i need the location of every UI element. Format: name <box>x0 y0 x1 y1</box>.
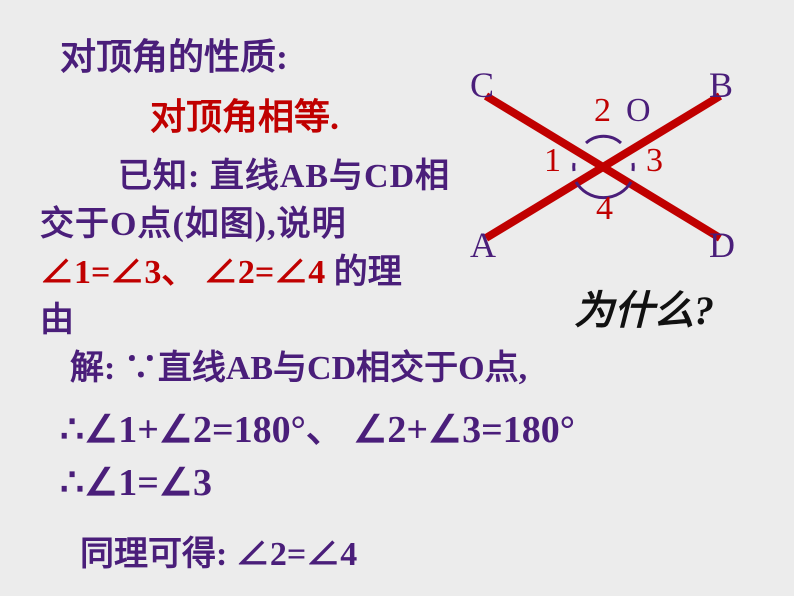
why-text: 为什么? <box>574 288 714 333</box>
solution-line-1: 解: ∵直线AB与CD相交于O点, <box>70 340 527 389</box>
subtitle-text: 对顶角相等. <box>150 97 339 137</box>
solution-line-3-text: ∴∠1=∠3 <box>60 462 212 504</box>
given-line-3: ∠1=∠3、 ∠2=∠4 的理 <box>40 244 402 293</box>
given-line-4-text: 由 <box>40 302 74 339</box>
given-line-3-part1: ∠1=∠3、 ∠2=∠4 <box>40 254 325 291</box>
solution-line-1-text: ∵直线AB与CD相交于O点, <box>124 350 527 387</box>
solution-line-3: ∴∠1=∠3 <box>60 460 212 505</box>
given-line-2-text: 交于O点(如图),说明 <box>40 206 347 243</box>
angle-2: 2 <box>594 92 611 130</box>
angle-3: 3 <box>646 142 663 180</box>
given-line-4: 由 <box>40 292 74 341</box>
solution-line-2-text: ∴∠1+∠2=180°、 ∠2+∠3=180° <box>60 409 575 451</box>
arc-2 <box>586 136 621 143</box>
solution-line-4: 同理可得: ∠2=∠4 <box>80 526 357 575</box>
title-text: 对顶角的性质: <box>60 37 288 77</box>
solution-label: 解: <box>70 350 115 387</box>
subtitle: 对顶角相等. <box>150 88 339 140</box>
vertical-angles-diagram: C B A D O 1 2 3 4 <box>456 70 746 260</box>
label-a: A <box>470 224 496 266</box>
label-c: C <box>470 64 494 106</box>
given-line-3-part2: 的理 <box>334 254 402 291</box>
why-label: 为什么? <box>574 278 714 336</box>
label-b: B <box>709 64 733 106</box>
label-o: O <box>626 92 651 130</box>
given-line-1: 已知: 直线AB与CD相 <box>118 148 450 197</box>
angle-1: 1 <box>544 142 561 180</box>
label-d: D <box>709 224 735 266</box>
solution-line-4-text: 同理可得: ∠2=∠4 <box>80 536 357 573</box>
given-line-1-text: 已知: 直线AB与CD相 <box>118 158 450 195</box>
angle-4: 4 <box>596 190 613 228</box>
solution-line-2: ∴∠1+∠2=180°、 ∠2+∠3=180° <box>60 398 575 453</box>
title: 对顶角的性质: <box>60 28 288 80</box>
given-line-2: 交于O点(如图),说明 <box>40 196 347 245</box>
